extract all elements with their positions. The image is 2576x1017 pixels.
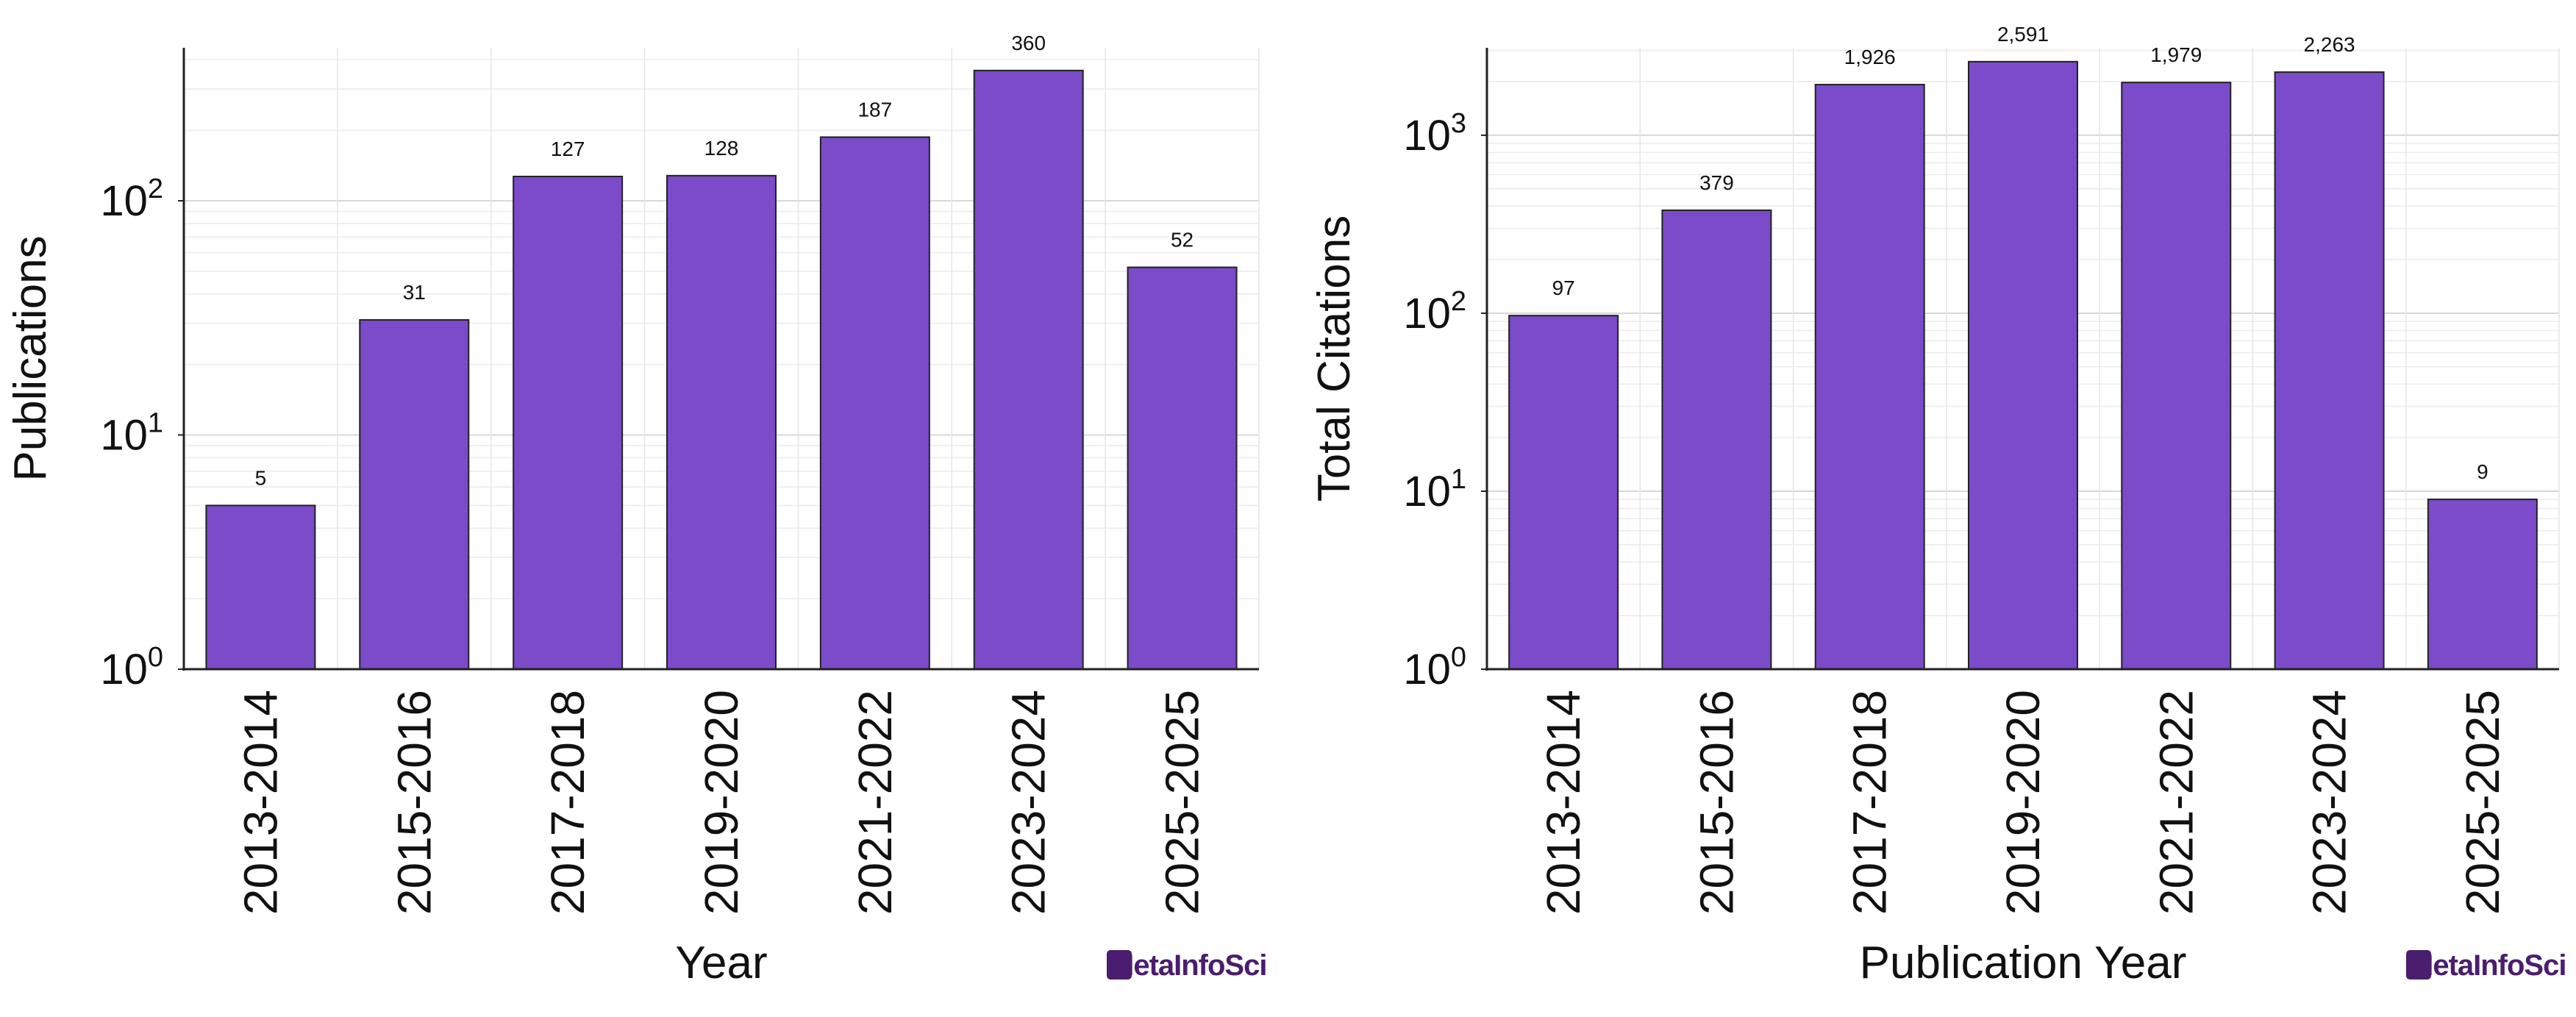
x-tick-label: 2023-2024 <box>1002 690 1055 915</box>
bar <box>513 175 624 670</box>
logo-badge <box>1107 950 1132 979</box>
x-tick-label: 2015-2016 <box>1690 690 1743 915</box>
x-tick-label: 2017-2018 <box>541 690 594 915</box>
data-label: 9 <box>2477 460 2488 483</box>
y-axis-title: Total Citations <box>1309 215 1360 502</box>
y-tick-label: 102 <box>100 174 163 225</box>
y-tick-labels: 100 101 102 103 <box>1403 108 1487 693</box>
logo-text: MetaInfoSci <box>2409 949 2566 982</box>
bar <box>2427 499 2538 670</box>
x-tick-label: 2021-2022 <box>849 690 902 915</box>
y-tick-label: 100 <box>1403 642 1466 693</box>
x-tick-label: 2019-2020 <box>695 690 748 915</box>
bar <box>1127 266 1238 671</box>
x-tick-labels: 2013-2014 2015-2016 2017-2018 2019-2020 2021… <box>234 690 1208 915</box>
y-tick-label: 102 <box>1403 286 1466 338</box>
data-label: 2,263 <box>2304 33 2355 56</box>
bars: 97 379 1,926 2,591 1,979 2,263 9 <box>1508 23 2538 671</box>
chart-panel-1: 5 31 127 128 187 360 52 100 101 102 2013-2014 2015-… <box>5 32 1267 988</box>
data-label: 128 <box>704 137 739 160</box>
chart-panel-2: 97 379 1,926 2,591 1,979 2,263 9 100 101 102 103 20… <box>1309 23 2566 988</box>
logo-badge <box>2406 950 2431 979</box>
data-label: 97 <box>1552 276 1575 299</box>
bars: 5 31 127 128 187 360 52 <box>205 32 1238 671</box>
bar <box>205 504 316 670</box>
bar <box>1968 60 2078 671</box>
y-tick-label: 100 <box>100 642 163 693</box>
data-label: 31 <box>403 281 426 304</box>
bar <box>973 69 1084 671</box>
data-label: 1,979 <box>2150 43 2202 66</box>
y-tick-label: 101 <box>1403 464 1466 515</box>
x-tick-label: 2013-2014 <box>1537 690 1590 915</box>
data-label: 127 <box>551 138 585 160</box>
x-tick-labels: 2013-2014 2015-2016 2017-2018 2019-2020 2021… <box>1537 690 2509 915</box>
bar <box>1508 315 1619 670</box>
x-tick-label: 2023-2024 <box>2303 690 2356 915</box>
watermark-logo: MetaInfoSci <box>2406 949 2566 982</box>
y-axis-title: Publications <box>5 235 56 481</box>
y-tick-labels: 100 101 102 <box>100 174 184 693</box>
bar <box>1661 209 1772 671</box>
data-label: 187 <box>857 98 892 121</box>
x-tick-label: 2025-2025 <box>2456 690 2509 915</box>
bar <box>666 174 777 670</box>
bar <box>1814 84 1925 670</box>
x-tick-label: 2021-2022 <box>2149 690 2202 915</box>
data-label: 2,591 <box>1997 23 2049 46</box>
logo-text: MetaInfoSci <box>1110 949 1266 982</box>
bar <box>2274 71 2385 670</box>
x-tick-label: 2019-2020 <box>1997 690 2049 915</box>
data-label: 360 <box>1011 32 1046 54</box>
watermark-logo: MetaInfoSci <box>1107 949 1267 982</box>
y-tick-label: 101 <box>100 408 163 460</box>
bar <box>819 136 930 670</box>
x-tick-label: 2015-2016 <box>388 690 440 915</box>
x-axis-title: Year <box>675 938 767 988</box>
x-tick-label: 2025-2025 <box>1156 690 1209 915</box>
bar <box>2121 82 2232 671</box>
x-tick-label: 2017-2018 <box>1844 690 1897 915</box>
data-label: 379 <box>1699 171 1734 194</box>
data-label: 5 <box>255 466 267 489</box>
data-label: 1,926 <box>1844 46 1896 68</box>
y-tick-label: 103 <box>1403 108 1466 160</box>
x-tick-label: 2013-2014 <box>234 690 287 915</box>
bar <box>359 319 470 670</box>
x-axis-title: Publication Year <box>1860 938 2187 988</box>
data-label: 52 <box>1171 228 1194 251</box>
